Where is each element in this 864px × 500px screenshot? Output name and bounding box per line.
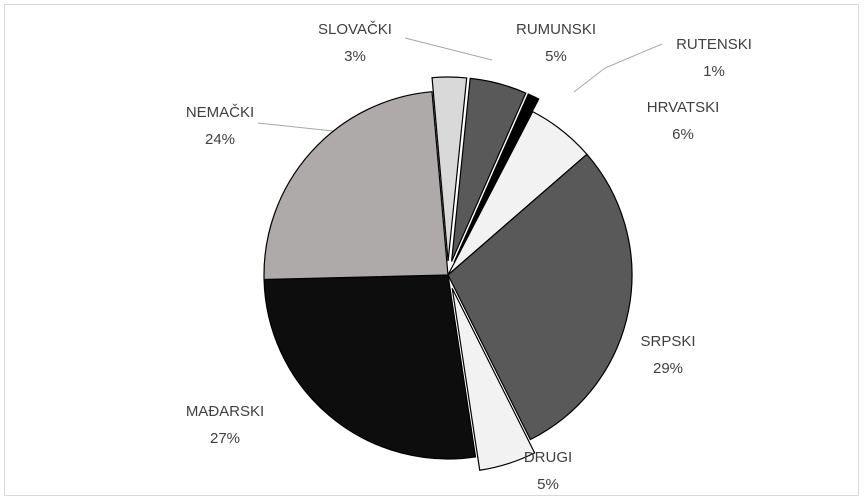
- pie-slice: [263, 274, 477, 460]
- slice-label: SLOVAČKI: [318, 21, 392, 38]
- pie-slice: [453, 93, 540, 263]
- slice-value-label: 29%: [653, 360, 683, 377]
- slice-value-label: 27%: [210, 430, 240, 447]
- slice-value-label: 5%: [545, 48, 567, 65]
- slice-label: NEMAČKI: [186, 104, 254, 121]
- leader-line: [257, 122, 334, 132]
- slice-value-label: 6%: [672, 126, 694, 143]
- slice-label: RUMUNSKI: [516, 21, 596, 38]
- pie-slice: [263, 91, 449, 281]
- pie-slice: [431, 76, 468, 262]
- slice-label: DRUGI: [524, 449, 572, 466]
- leader-line: [404, 37, 493, 61]
- pie-slice: [450, 77, 527, 262]
- slice-label: MAĐARSKI: [186, 403, 264, 420]
- slice-value-label: 5%: [537, 476, 559, 493]
- slice-value-label: 24%: [205, 131, 235, 148]
- slice-value-label: 3%: [344, 48, 366, 65]
- pie-slice: [447, 153, 633, 441]
- leader-line: [573, 43, 663, 93]
- slice-label: RUTENSKI: [676, 36, 752, 53]
- slice-label: SRPSKI: [640, 333, 695, 350]
- pie-slice: [451, 288, 536, 471]
- slice-label: HRVATSKI: [647, 99, 720, 116]
- slice-value-label: 1%: [703, 63, 725, 80]
